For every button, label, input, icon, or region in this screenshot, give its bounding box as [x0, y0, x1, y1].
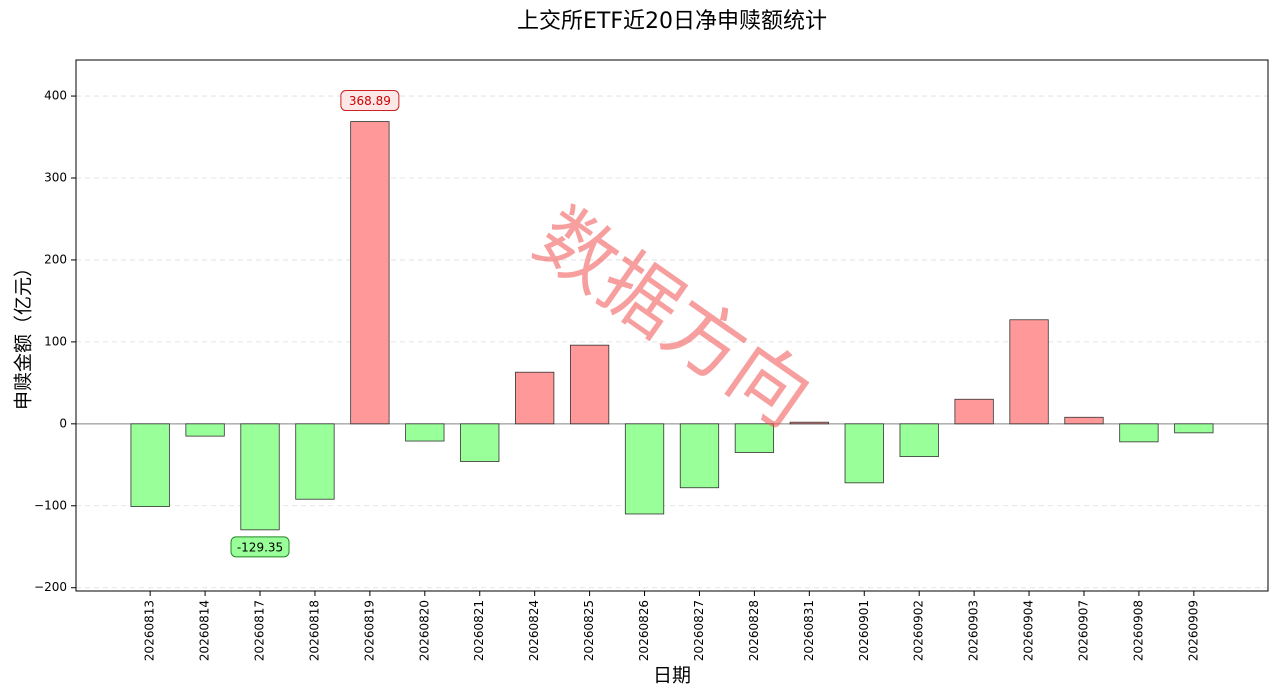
y-axis-label: 申赎金额（亿元）	[13, 258, 35, 410]
x-tick-label: 20260909	[1186, 600, 1200, 661]
chart-title: 上交所ETF近20日净申赎额统计	[517, 9, 827, 34]
bar	[844, 423, 884, 484]
x-tick-label: 20260827	[692, 600, 706, 661]
bar	[350, 121, 390, 425]
bar	[1009, 319, 1049, 425]
bar	[295, 423, 335, 500]
x-tick-label: 20260824	[527, 600, 541, 661]
x-tick-label: 20260814	[198, 600, 212, 661]
x-tick-label: 20260821	[472, 600, 486, 661]
y-tick-label: −200	[34, 580, 67, 594]
y-tick-label: 0	[59, 416, 67, 430]
bar	[624, 423, 665, 515]
annotation-box	[230, 536, 290, 558]
y-tick-label: 400	[44, 89, 67, 103]
x-tick-label: 20260817	[253, 600, 267, 661]
x-tick-label: 20260902	[912, 600, 926, 661]
bar	[515, 371, 555, 425]
plot-frame	[75, 59, 1269, 592]
annotation: -129.35	[230, 536, 290, 558]
bar	[899, 423, 939, 458]
bar	[734, 423, 775, 453]
bar	[240, 423, 280, 531]
x-tick-label: 20260819	[362, 600, 376, 661]
x-tick-label: 20260828	[747, 600, 761, 661]
x-tick-label: 20260907	[1076, 600, 1090, 661]
y-tick-label: 200	[44, 252, 67, 266]
x-tick-label: 20260901	[857, 600, 871, 661]
bar	[130, 423, 170, 507]
x-tick-label: 20260818	[307, 600, 321, 661]
x-tick-label: 20260903	[967, 600, 981, 661]
bar	[1119, 423, 1159, 443]
annotation-box	[340, 90, 400, 112]
y-tick-label: −100	[34, 498, 67, 512]
y-tick-label: 300	[44, 171, 67, 185]
x-tick-label: 20260831	[802, 600, 816, 661]
bar	[954, 398, 994, 425]
x-tick-label: 20260826	[637, 600, 651, 661]
bar	[569, 344, 610, 425]
x-tick-label: 20260813	[143, 600, 157, 661]
bar	[185, 423, 225, 437]
x-tick-label: 20260908	[1131, 600, 1145, 661]
annotation: 368.89	[340, 90, 400, 112]
bar	[1064, 416, 1104, 425]
x-tick-label: 20260904	[1022, 600, 1036, 661]
x-axis-label: 日期	[653, 665, 691, 687]
bar	[679, 423, 720, 489]
bar	[460, 423, 500, 462]
bar	[789, 421, 829, 425]
annotation-label: -129.35	[237, 540, 283, 554]
y-tick-label: 100	[44, 334, 67, 348]
x-tick-label: 20260825	[582, 600, 596, 661]
bar	[1174, 423, 1214, 434]
x-tick-label: 20260820	[417, 600, 431, 661]
annotation-label: 368.89	[349, 94, 391, 108]
bar	[405, 423, 445, 442]
